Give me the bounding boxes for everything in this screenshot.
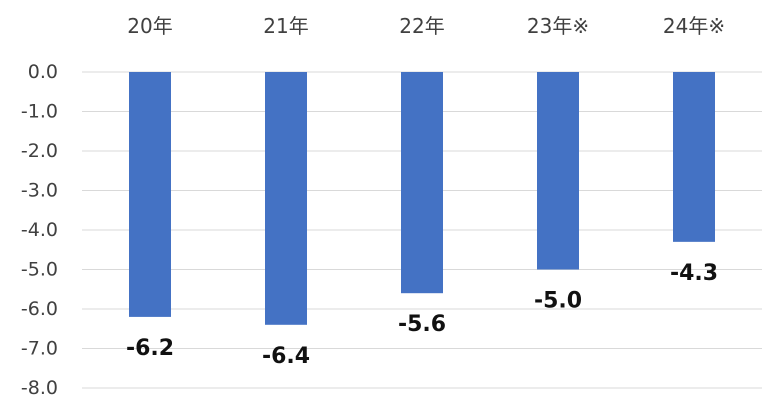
data-label: -5.0 [534,289,582,314]
y-tick-label: -2.0 [21,140,58,162]
y-tick-label: -7.0 [21,338,58,360]
data-label: -5.6 [398,312,446,337]
bars [129,72,715,325]
category-label: 21年 [263,14,308,38]
data-label: -4.3 [670,261,718,286]
data-label: -6.4 [262,344,310,369]
category-label: 22年 [399,14,444,38]
category-label: 23年※ [527,14,589,38]
bar [129,72,171,317]
bar [537,72,579,270]
data-label: -6.2 [126,336,174,361]
y-tick-label: -3.0 [21,180,58,202]
y-tick-label: 0.0 [28,61,58,83]
data-labels: -6.2 -6.4 -5.6 -5.0 -4.3 [126,261,718,369]
y-tick-label: -5.0 [21,259,58,281]
category-labels: 20年 21年 22年 23年※ 24年※ [127,14,725,38]
y-tick-label: -8.0 [21,377,58,398]
category-label: 24年※ [663,14,725,38]
y-tick-label: -6.0 [21,298,58,320]
category-label: 20年 [127,14,172,38]
y-axis-tick-labels: 0.0 -1.0 -2.0 -3.0 -4.0 -5.0 -6.0 -7.0 -8.0 [21,61,58,398]
y-tick-label: -1.0 [21,101,58,123]
y-tick-label: -4.0 [21,219,58,241]
bar [673,72,715,242]
bar [401,72,443,294]
bar [265,72,307,325]
